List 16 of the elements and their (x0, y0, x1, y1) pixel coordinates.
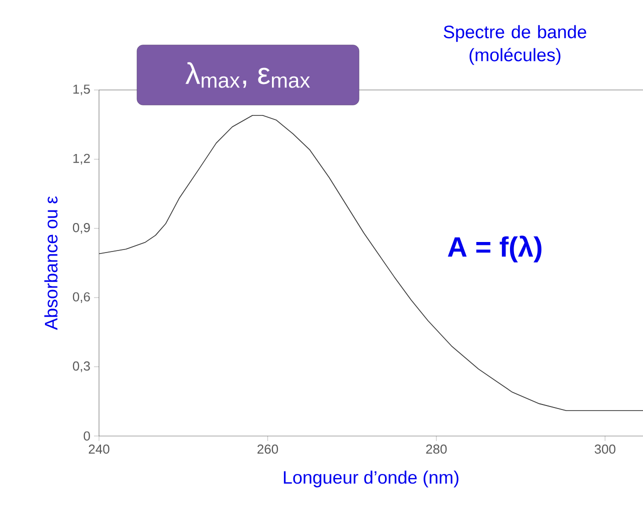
x-tick-label: 280 (426, 444, 447, 454)
x-tick-label: 240 (88, 444, 110, 454)
y-tick-label: 1,5 (73, 84, 90, 96)
x-tick-label: 260 (258, 444, 278, 454)
line-series (98, 114, 643, 412)
text: λ$_{max}$, ε$_{max}$ (186, 62, 310, 88)
y-tick-label: 0,3 (72, 361, 90, 372)
y-tick-label: 0,6 (72, 292, 90, 303)
x-tick-label: 300 (594, 444, 616, 454)
y-tick-label: 0 (84, 431, 90, 441)
y-tick-label: 1,2 (73, 154, 90, 165)
y-axis-title: Absorbance ou ε (44, 196, 58, 330)
annotation: A = f(λ) (448, 236, 542, 262)
text: Spectre de bande (molécules) (444, 25, 586, 65)
y-tick-label: 0,9 (72, 223, 90, 234)
x-axis-title: Longueur d’onde (nm) (284, 470, 458, 488)
